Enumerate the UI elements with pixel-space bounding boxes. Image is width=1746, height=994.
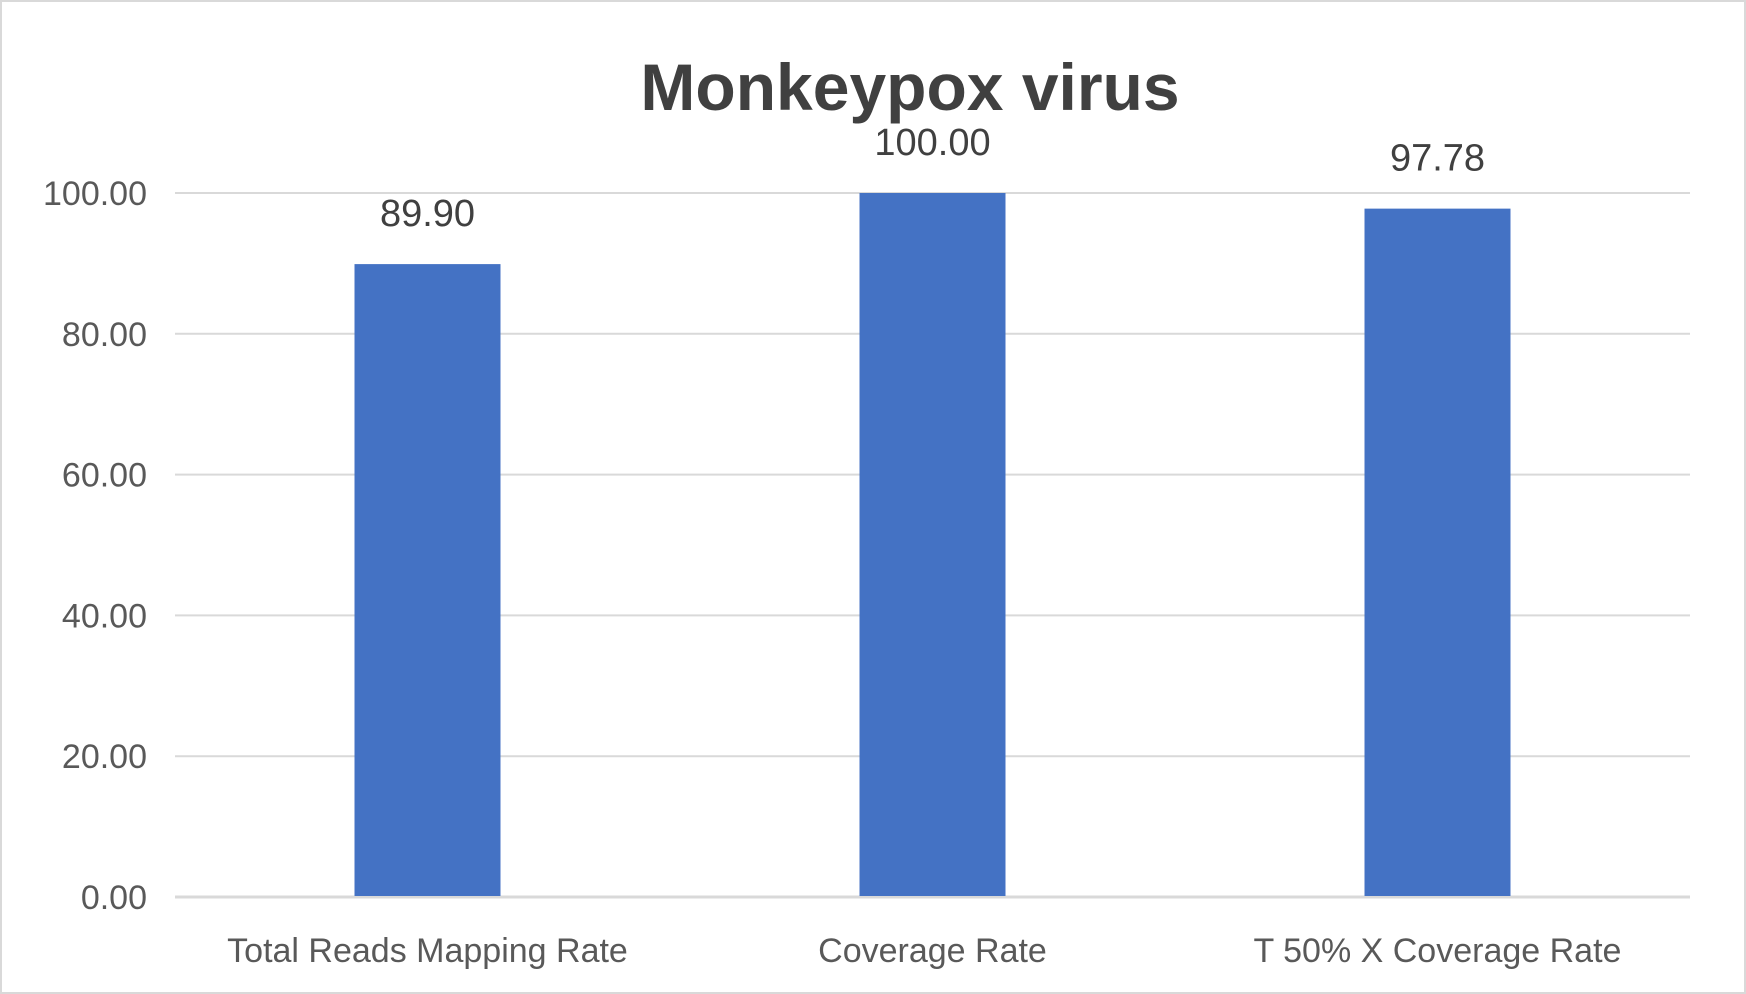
data-label: 97.78	[1390, 138, 1485, 180]
y-tick-label: 0.00	[81, 879, 147, 917]
y-tick-label: 40.00	[62, 597, 147, 635]
bar	[354, 264, 501, 896]
y-axis-ticks: 0.00 20.00 40.00 60.00 80.00 100.00	[43, 175, 147, 917]
chart-title: Monkeypox virus	[640, 50, 1179, 124]
data-label: 100.00	[874, 122, 990, 164]
y-tick-label: 100.00	[43, 175, 147, 213]
x-category-label: T 50% X Coverage Rate	[1254, 932, 1622, 970]
bars	[354, 193, 1511, 897]
data-label: 89.90	[380, 193, 475, 235]
x-category-label: Coverage Rate	[818, 932, 1047, 970]
data-labels: 89.90 100.00 97.78	[380, 122, 1485, 235]
y-tick-label: 80.00	[62, 316, 147, 354]
x-axis-categories: Total Reads Mapping Rate Coverage Rate T 5…	[227, 932, 1621, 970]
bar	[859, 193, 1006, 896]
bar	[1364, 208, 1511, 897]
y-tick-label: 20.00	[62, 738, 147, 776]
x-category-label: Total Reads Mapping Rate	[227, 932, 628, 970]
y-tick-label: 60.00	[62, 457, 147, 495]
